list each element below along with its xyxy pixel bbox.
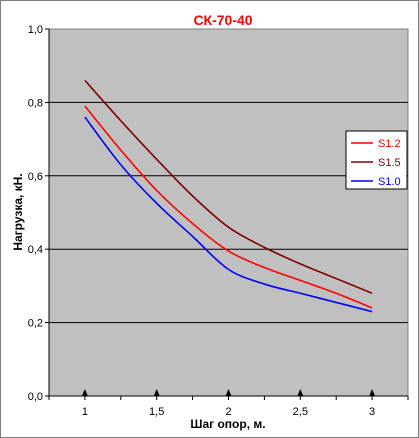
x-axis-title: Шаг опор, м.	[190, 417, 265, 431]
grid-lines	[49, 101, 408, 324]
legend-entry-label: S1.5	[378, 157, 401, 169]
x-tick-marker	[225, 389, 232, 396]
series-line-S1-2	[84, 105, 373, 309]
legend-entry-label: S1.2	[378, 138, 401, 150]
tick-labels: 0,0 0,2 0,4 0,6 0,8 1,0 1 1,5 2 2,5 3	[28, 24, 375, 418]
x-tick-label: 2	[225, 406, 231, 418]
y-axis-title: Нагрузка, кН.	[11, 173, 25, 250]
legend-entry-label: S1.0	[378, 176, 401, 188]
x-tick-label: 3	[369, 406, 375, 418]
axes	[45, 28, 409, 400]
legend-box	[345, 130, 408, 190]
y-tick-label: 0,6	[28, 171, 43, 183]
y-tick-label: 0,0	[28, 391, 43, 403]
x-tick-label: 2,5	[293, 406, 308, 418]
x-tick-marker	[81, 389, 88, 396]
series-line-S1-5	[84, 79, 373, 294]
x-tick-label: 1,5	[149, 406, 164, 418]
y-tick-label: 1,0	[28, 24, 43, 36]
legend: S1.2 S1.5 S1.0	[345, 130, 408, 190]
series-line-S1-0	[84, 116, 373, 313]
x-tick-marker	[153, 389, 160, 396]
y-tick-label: 0,2	[28, 318, 43, 330]
plot-area	[48, 28, 409, 397]
x-tick-marker	[369, 389, 376, 396]
series-lines	[84, 79, 373, 313]
y-tick-label: 0,4	[28, 244, 43, 256]
y-tick-label: 0,8	[28, 97, 43, 109]
chart-title: СК-70-40	[193, 12, 252, 28]
x-tick-marker	[297, 389, 304, 396]
x-tick-label: 1	[82, 406, 88, 418]
